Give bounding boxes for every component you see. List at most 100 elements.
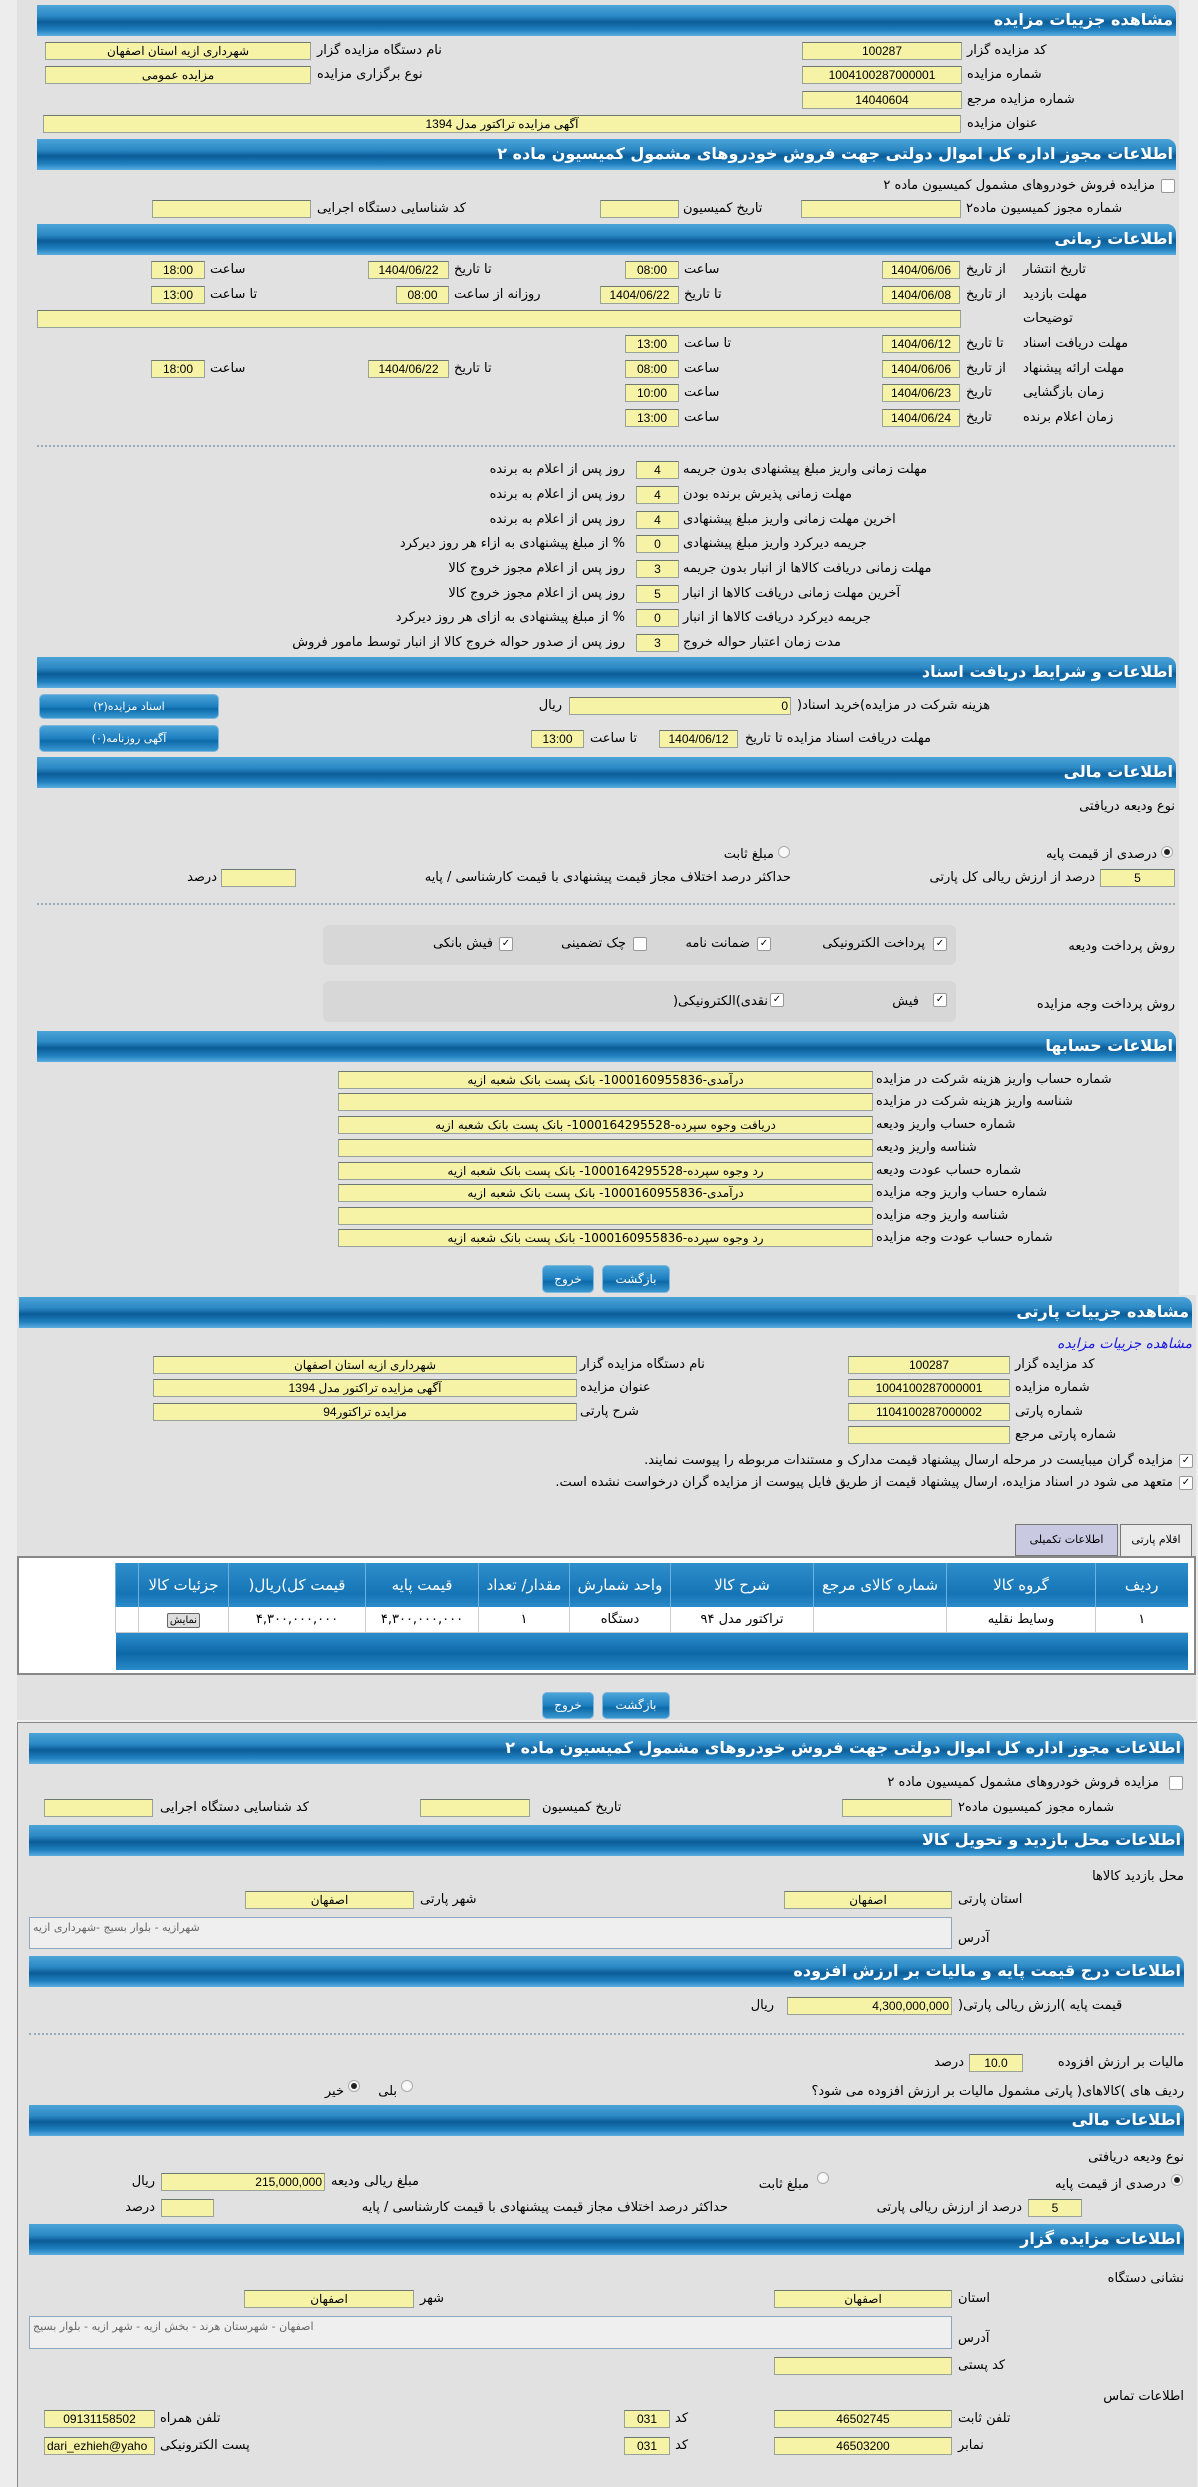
offer-to-date[interactable] — [368, 360, 449, 378]
publish-from-date[interactable] — [882, 261, 960, 279]
auction-number-field[interactable] — [802, 66, 962, 84]
auction-documents-button[interactable]: اسناد مزایده(۲) — [39, 694, 219, 719]
lot-subject-field[interactable] — [153, 1379, 577, 1397]
vat-yes-radio[interactable] — [401, 2080, 413, 2092]
auction-details-link[interactable]: مشاهده جزییات مزایده — [1057, 1336, 1192, 1352]
offer-to-time[interactable] — [151, 360, 205, 378]
percent-radio[interactable] — [1161, 846, 1173, 858]
permit-number-field[interactable] — [801, 200, 961, 218]
deadline-value-field[interactable] — [636, 486, 679, 504]
commission-checkbox[interactable] — [1161, 179, 1175, 193]
notes-field[interactable] — [37, 310, 961, 328]
lot-org-field[interactable] — [153, 1356, 577, 1374]
exit-button[interactable]: خروج — [542, 1692, 594, 1719]
lot-city-field[interactable] — [245, 1891, 414, 1909]
phone-field[interactable] — [774, 2410, 952, 2428]
account-field[interactable]: درآمدی-1000160955836- بانک پست بانک شعبه… — [338, 1071, 873, 1089]
lot-description-field[interactable] — [153, 1403, 577, 1421]
visit-daily-to[interactable] — [151, 286, 205, 304]
max-diff-field[interactable] — [221, 869, 296, 887]
account-field[interactable]: رد وجوه سپرده-1000160955836- بانک پست با… — [338, 1229, 873, 1247]
deadline-value-field[interactable] — [636, 461, 679, 479]
account-field[interactable] — [338, 1207, 873, 1225]
account-field[interactable]: دریافت وجوه سپرده-1000164295528- بانک پس… — [338, 1116, 873, 1134]
offer-from-time[interactable] — [625, 360, 679, 378]
documents-required-checkbox[interactable]: ✓ — [1179, 1454, 1193, 1468]
mobile-field[interactable] — [44, 2410, 155, 2428]
vat-no-radio[interactable] — [348, 2080, 360, 2092]
lot-number-field[interactable] — [848, 1403, 1010, 1421]
docs-deadline-date[interactable] — [659, 730, 738, 748]
participation-fee-field[interactable] — [569, 697, 791, 715]
org-address-field[interactable]: اصفهان - شهرستان هرند - بخش ازیه - شهر ا… — [29, 2316, 952, 2349]
deadline-value-field[interactable] — [636, 585, 679, 603]
base-price-field[interactable] — [787, 1997, 952, 2015]
deadline-value-field[interactable] — [636, 634, 679, 652]
org-city-field[interactable] — [244, 2290, 414, 2308]
deadline-value-field[interactable] — [636, 535, 679, 553]
visit-from-date[interactable] — [882, 286, 960, 304]
vat-field[interactable] — [969, 2054, 1023, 2072]
winner-date[interactable] — [882, 409, 960, 427]
tab-supplementary[interactable]: اطلاعات تکمیلی — [1015, 1524, 1118, 1556]
winner-time[interactable] — [625, 409, 679, 427]
org-province-field[interactable] — [774, 2290, 952, 2308]
slip-checkbox[interactable]: ✓ — [933, 993, 947, 1007]
phone-code-field[interactable] — [624, 2410, 670, 2428]
lot-percent-radio[interactable] — [1171, 2174, 1183, 2186]
publish-from-time[interactable] — [625, 261, 679, 279]
deadline-value-field[interactable] — [636, 609, 679, 627]
account-field[interactable]: درآمدی-1000160955836- بانک پست بانک شعبه… — [338, 1184, 873, 1202]
docs-to-time[interactable] — [625, 335, 679, 353]
docs-deadline-time[interactable] — [531, 730, 584, 748]
cash-electronic-checkbox[interactable]: ✓ — [770, 993, 784, 1007]
guarantee-checkbox[interactable]: ✓ — [757, 937, 771, 951]
electronic-payment-checkbox[interactable]: ✓ — [933, 937, 947, 951]
auctioneer-org-field[interactable] — [45, 42, 311, 60]
back-button[interactable]: بازگشت — [602, 1692, 670, 1719]
account-field[interactable] — [338, 1139, 873, 1157]
exit-button[interactable]: خروج — [542, 1265, 594, 1293]
tab-lot-items[interactable]: اقلام پارتی — [1120, 1524, 1192, 1557]
opening-time[interactable] — [625, 384, 679, 402]
cheque-checkbox[interactable] — [633, 937, 647, 951]
auction-ref-field[interactable] — [802, 91, 962, 109]
deposit-amount-field[interactable] — [161, 2173, 325, 2191]
fixed-radio[interactable] — [778, 846, 790, 858]
show-details-button[interactable]: نمایش — [166, 1613, 201, 1628]
bank-slip-checkbox[interactable]: ✓ — [499, 937, 513, 951]
back-button[interactable]: بازگشت — [602, 1265, 670, 1293]
fax-code-field[interactable] — [624, 2437, 670, 2455]
email-field[interactable] — [44, 2437, 155, 2455]
lot-auction-number-field[interactable] — [848, 1379, 1010, 1397]
fax-field[interactable] — [774, 2437, 952, 2455]
lot-max-diff-field[interactable] — [161, 2199, 214, 2217]
commission-date-field[interactable] — [600, 200, 679, 218]
lot-deposit-percent-field[interactable] — [1028, 2199, 1082, 2217]
lot-permit-number-field[interactable] — [842, 1799, 952, 1817]
auctioneer-code-field[interactable] — [802, 42, 962, 60]
offer-from-date[interactable] — [882, 360, 960, 378]
auction-subject-field[interactable] — [43, 115, 961, 133]
account-field[interactable] — [338, 1093, 873, 1111]
lot-auctioneer-code-field[interactable] — [848, 1356, 1010, 1374]
lot-province-field[interactable] — [784, 1891, 952, 1909]
auction-type-field[interactable] — [45, 66, 311, 84]
newspaper-ad-button[interactable]: آگهی روزنامه(۰) — [39, 725, 219, 752]
deadline-value-field[interactable] — [636, 511, 679, 529]
exec-code-field[interactable] — [152, 200, 311, 218]
deposit-percent-field[interactable] — [1100, 869, 1175, 887]
opening-date[interactable] — [882, 384, 960, 402]
publish-to-date[interactable] — [368, 261, 449, 279]
deadline-value-field[interactable] — [636, 560, 679, 578]
postal-code-field[interactable] — [774, 2357, 952, 2375]
lot-commission-checkbox[interactable] — [1169, 1776, 1183, 1790]
lot-commission-date-field[interactable] — [420, 1799, 530, 1817]
lot-exec-code-field[interactable] — [44, 1799, 153, 1817]
docs-to-date[interactable] — [882, 335, 960, 353]
visit-to-date[interactable] — [600, 286, 679, 304]
publish-to-time[interactable] — [151, 261, 205, 279]
account-field[interactable]: رد وجوه سپرده-1000164295528- بانک پست با… — [338, 1162, 873, 1180]
lot-fixed-radio[interactable] — [817, 2172, 829, 2184]
lot-ref-field[interactable] — [848, 1426, 1010, 1444]
